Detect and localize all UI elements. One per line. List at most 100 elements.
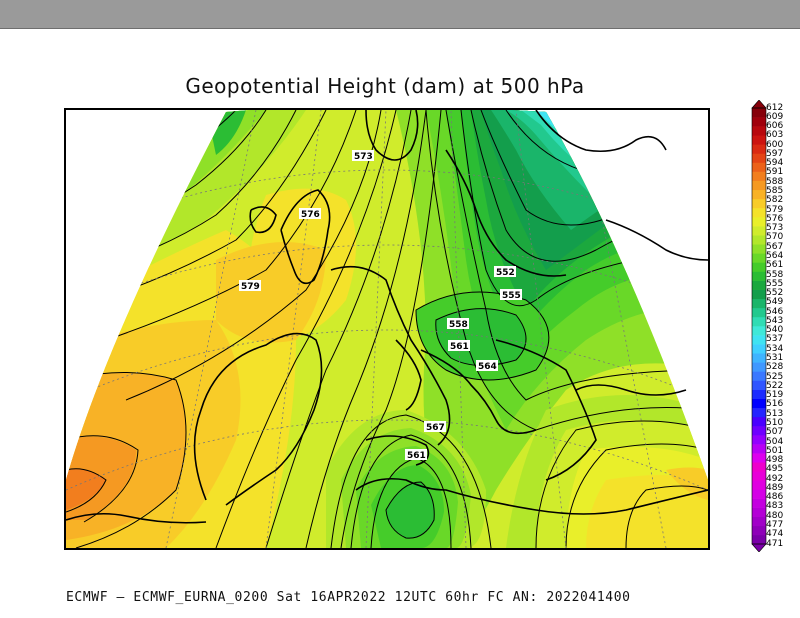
colorbar-tick-label: 534 bbox=[766, 343, 784, 354]
colorbar-tick-label: 597 bbox=[766, 148, 784, 159]
colorbar-swatch bbox=[752, 207, 766, 218]
colorbar-tick-label: 510 bbox=[766, 417, 784, 428]
colorbar-tick-label: 576 bbox=[766, 213, 784, 224]
label-573: 573 bbox=[352, 150, 374, 162]
colorbar-swatch bbox=[752, 453, 766, 463]
label-579: 579 bbox=[239, 280, 261, 292]
colorbar-labels: 471 474 477 480 483 486 489 492 495 498 501 504 507 5… bbox=[766, 100, 800, 552]
label-576: 576 bbox=[299, 208, 321, 220]
colorbar-swatch bbox=[752, 244, 766, 254]
colorbar-tick-label: 540 bbox=[766, 325, 784, 336]
colorbar-swatch bbox=[752, 253, 766, 263]
colorbar-swatch bbox=[752, 371, 766, 381]
svg-text:567: 567 bbox=[426, 423, 445, 433]
svg-text:561: 561 bbox=[407, 451, 426, 461]
colorbar-swatch bbox=[752, 198, 766, 209]
colorbar-tick-label: 477 bbox=[766, 519, 784, 530]
colorbar-swatch bbox=[752, 189, 766, 200]
colorbar-swatch bbox=[752, 389, 766, 399]
colorbar-tick-label: 492 bbox=[766, 473, 784, 484]
colorbar-swatch bbox=[752, 534, 766, 545]
colorbar-tick-label: 474 bbox=[766, 529, 784, 540]
colorbar-tick-label: 498 bbox=[766, 455, 784, 465]
colorbar-swatch bbox=[752, 135, 766, 145]
colorbar-tick-label: 543 bbox=[766, 315, 784, 326]
colorbar-swatch bbox=[752, 316, 766, 327]
colorbar-tick-label: 537 bbox=[766, 334, 784, 345]
colorbar-tick-label: 606 bbox=[766, 121, 784, 132]
colorbar-tick-label: 570 bbox=[766, 232, 784, 243]
map-title: Geopotential Height (dam) at 500 hPa bbox=[185, 74, 585, 98]
coastlines bbox=[66, 110, 708, 524]
colorbar bbox=[751, 100, 767, 552]
colorbar-swatch bbox=[752, 416, 766, 427]
label-561-south: 561 bbox=[405, 449, 427, 461]
colorbar-swatch bbox=[752, 289, 766, 300]
colorbar-tick-label: 522 bbox=[766, 380, 784, 391]
top-bar bbox=[0, 0, 800, 29]
svg-text:555: 555 bbox=[502, 291, 521, 301]
colorbar-swatch bbox=[752, 462, 766, 472]
colorbar-swatch bbox=[752, 153, 766, 163]
colorbar-swatch bbox=[752, 471, 766, 481]
colorbar-swatch bbox=[752, 144, 766, 154]
colorbar-swatch bbox=[752, 435, 766, 445]
colorbar-tick-label: 555 bbox=[766, 278, 784, 289]
colorbar-tick-label: 567 bbox=[766, 241, 784, 252]
colorbar-swatch bbox=[752, 162, 766, 172]
colorbar-tick-label: 582 bbox=[766, 195, 784, 206]
colorbar-tick-label: 495 bbox=[766, 464, 784, 475]
colorbar-tick-label: 573 bbox=[766, 223, 784, 234]
colorbar-tick-label: 564 bbox=[766, 250, 784, 261]
colorbar-tick-label: 549 bbox=[766, 297, 784, 308]
svg-text:552: 552 bbox=[496, 268, 515, 278]
colorbar-tick-label: 558 bbox=[766, 269, 784, 280]
colorbar-tick-label: 579 bbox=[766, 204, 784, 215]
colorbar-swatch bbox=[752, 362, 766, 372]
colorbar-swatch bbox=[752, 226, 766, 236]
colorbar-swatch bbox=[752, 235, 766, 245]
label-564: 564 bbox=[476, 360, 498, 372]
colorbar-swatch bbox=[752, 516, 766, 527]
colorbar-swatch bbox=[752, 262, 766, 272]
colorbar-swatch bbox=[752, 344, 766, 354]
colorbar-swatch bbox=[752, 489, 766, 499]
svg-text:576: 576 bbox=[301, 210, 320, 220]
colorbar-tick-label: 516 bbox=[766, 399, 784, 410]
colorbar-swatch bbox=[752, 117, 766, 127]
colorbar-swatch bbox=[752, 108, 766, 118]
colorbar-tick-label: 591 bbox=[766, 167, 784, 178]
colorbar-swatch bbox=[752, 353, 766, 363]
label-567: 567 bbox=[424, 421, 446, 433]
colorbar-tick-label: 483 bbox=[766, 501, 784, 512]
colorbar-tick-label: 612 bbox=[766, 102, 784, 113]
colorbar-swatch bbox=[752, 307, 766, 318]
colorbar-tick-label: 561 bbox=[766, 260, 784, 271]
colorbar-tick-label: 471 bbox=[766, 538, 784, 549]
colorbar-tick-label: 480 bbox=[766, 510, 784, 521]
svg-text:558: 558 bbox=[449, 320, 468, 330]
colorbar-tick-label: 504 bbox=[766, 436, 784, 447]
colorbar-swatch bbox=[752, 171, 766, 181]
colorbar-tick-label: 513 bbox=[766, 408, 784, 419]
footer-caption: ECMWF — ECMWF_EURNA_0200 Sat 16APR2022 1… bbox=[66, 590, 631, 605]
colorbar-tick-label: 519 bbox=[766, 390, 784, 401]
colorbar-top-arrow bbox=[751, 100, 767, 109]
colorbar-swatch bbox=[752, 444, 766, 454]
label-555: 555 bbox=[500, 289, 522, 301]
colorbar-swatch bbox=[752, 507, 766, 518]
colorbar-tick-label: 594 bbox=[766, 158, 784, 169]
colorbar-swatch bbox=[752, 271, 766, 281]
colorbar-bottom-arrow bbox=[751, 543, 767, 552]
colorbar-swatch bbox=[752, 280, 766, 290]
svg-text:564: 564 bbox=[478, 362, 497, 372]
colorbar-tick-label: 585 bbox=[766, 186, 784, 196]
colorbar-tick-label: 528 bbox=[766, 362, 784, 373]
colorbar-tick-label: 552 bbox=[766, 288, 784, 298]
svg-text:573: 573 bbox=[354, 152, 373, 162]
colorbar-tick-label: 600 bbox=[766, 139, 784, 150]
colorbar-swatch bbox=[752, 425, 766, 436]
svg-text:579: 579 bbox=[241, 282, 260, 292]
colorbar-swatch bbox=[752, 407, 766, 418]
map-canvas: 573 576 579 552 555 558 561 564 567 561 bbox=[66, 110, 708, 548]
